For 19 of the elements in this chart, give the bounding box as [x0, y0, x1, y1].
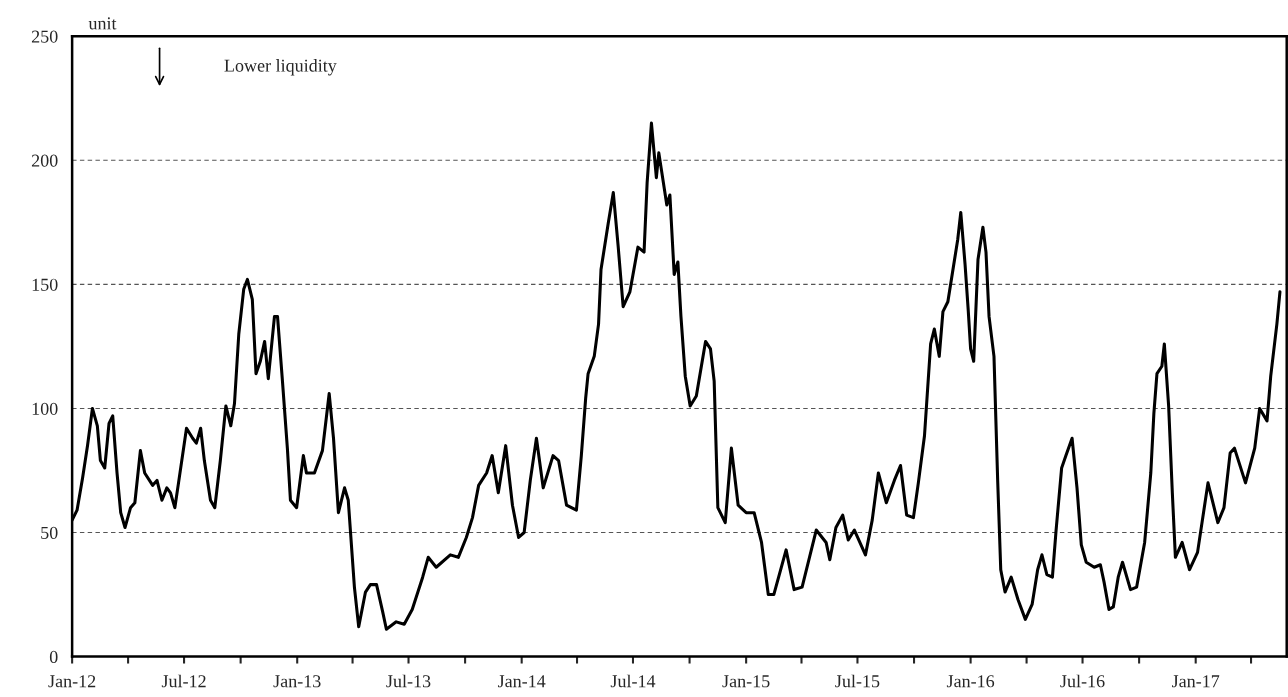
y-tick-label: 200 [31, 154, 58, 167]
x-tick-label: Jan-17 [1172, 675, 1220, 688]
y-axis-title: unit [88, 17, 117, 30]
x-tick-label: Jan-13 [273, 675, 321, 688]
annotation: Lower liquidity [224, 59, 337, 76]
y-tick-label: 150 [32, 278, 58, 291]
x-tick-label: Jan-16 [946, 675, 995, 688]
x-tick-label: Jul-12 [161, 674, 206, 688]
x-tick-label: Jul-16 [1060, 674, 1105, 688]
y-tick-label: 0 [49, 650, 58, 664]
x-tick-label: Jan-15 [722, 675, 770, 688]
x-tick-label: Jul-15 [835, 674, 880, 688]
y-tick-label: 100 [32, 402, 58, 415]
x-tick-label: Jan-12 [48, 675, 96, 688]
y-tick-label: 50 [41, 526, 58, 539]
x-tick-label: Jan-14 [497, 675, 546, 688]
x-tick-label: Jul-13 [386, 674, 431, 688]
y-tick-label: 250 [31, 30, 58, 43]
x-tick-label: Jul-14 [610, 674, 656, 688]
